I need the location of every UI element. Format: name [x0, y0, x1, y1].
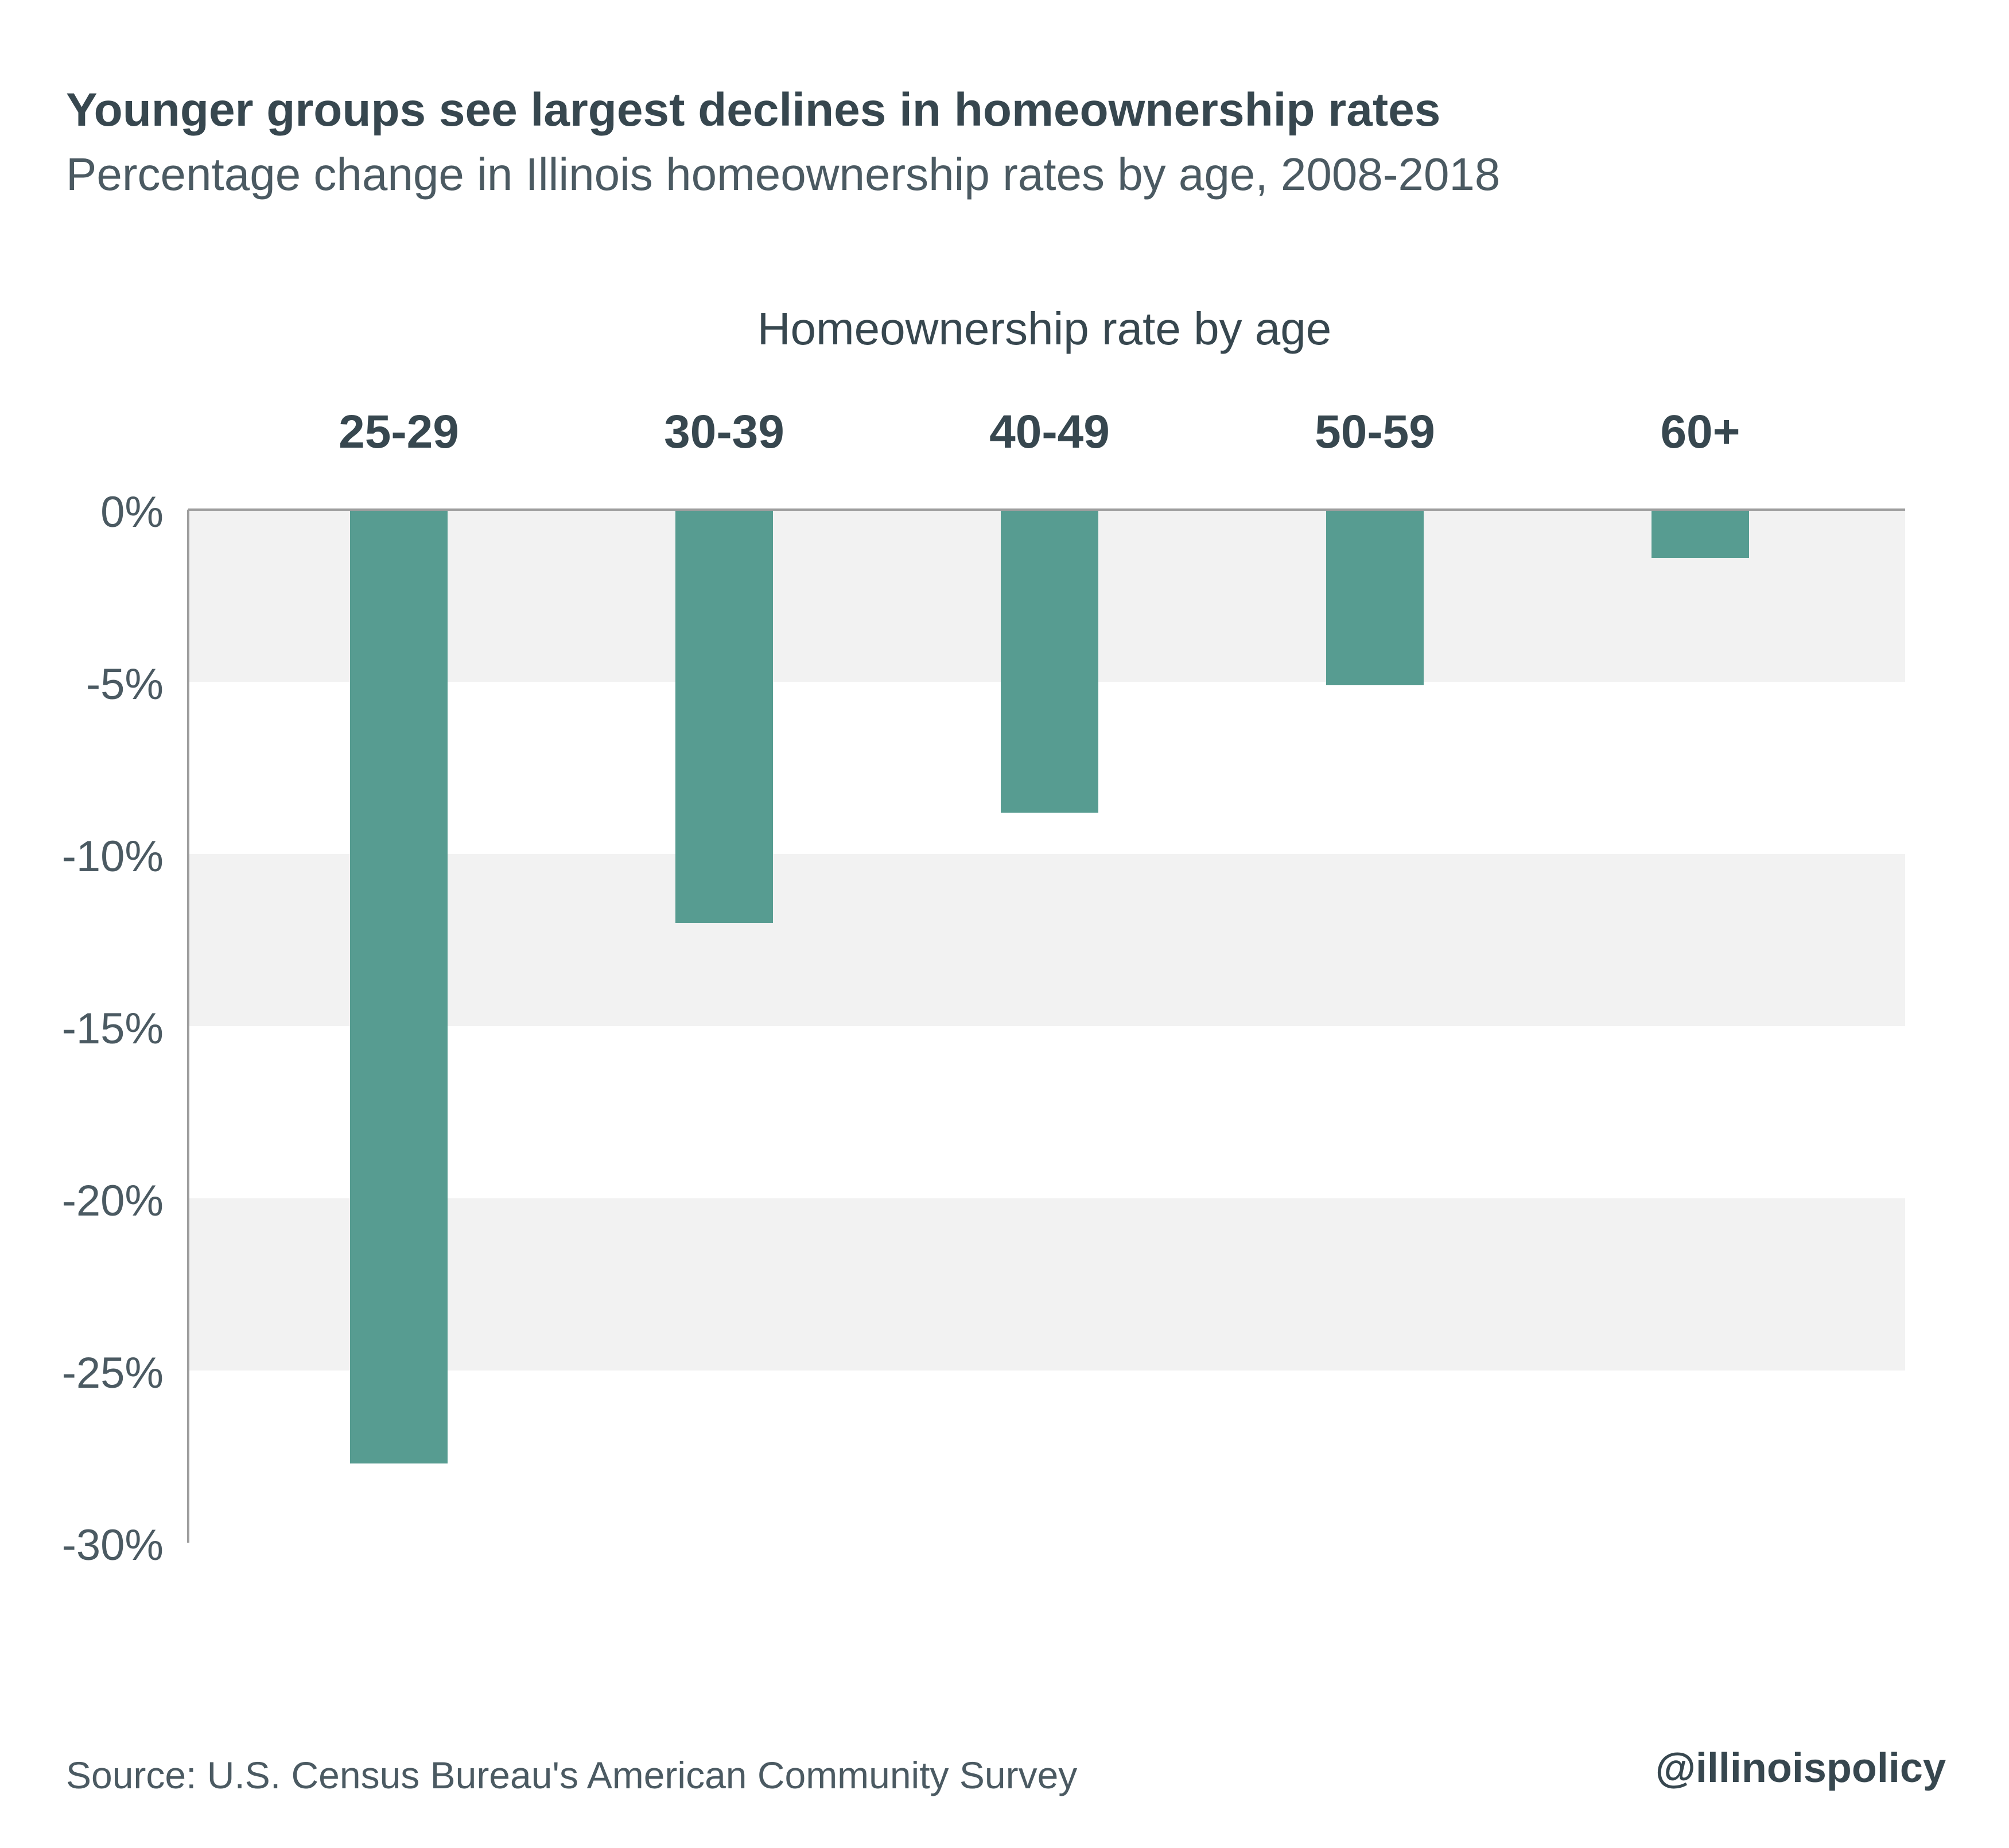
bar-30-39 — [675, 510, 773, 923]
x-tick-label: 40-49 — [989, 406, 1110, 458]
bar-series — [350, 510, 1749, 1463]
x-tick-label: 30-39 — [664, 406, 784, 458]
x-axis-title: Homeownership rate by age — [757, 303, 1332, 354]
y-tick-labels: 0% -5% -10% -15% -20% -25% -30% — [62, 488, 164, 1570]
y-tick-label: -10% — [62, 832, 164, 881]
chart-subtitle: Percentage change in Illinois homeowners… — [66, 149, 1501, 200]
y-tick-label: -25% — [62, 1349, 164, 1397]
y-tick-label: -30% — [62, 1521, 164, 1570]
brand-handle: @illinoispolicy — [1655, 1745, 1946, 1791]
y-tick-label: -5% — [86, 660, 164, 709]
y-tick-label: -15% — [62, 1004, 164, 1053]
grid-band — [188, 854, 1905, 1026]
y-tick-label: -20% — [62, 1177, 164, 1225]
source-note: Source: U.S. Census Bureau's American Co… — [66, 1754, 1078, 1796]
x-tick-label: 60+ — [1660, 406, 1740, 458]
axes — [187, 508, 1905, 1543]
grid-band — [188, 1198, 1905, 1371]
x-tick-labels: 25-29 30-39 40-49 50-59 60+ — [339, 406, 1740, 458]
bar-50-59 — [1326, 510, 1424, 685]
x-tick-label: 25-29 — [339, 406, 459, 458]
bar-60+ — [1652, 510, 1749, 558]
bar-40-49 — [1001, 510, 1098, 813]
chart-title: Younger groups see largest declines in h… — [66, 84, 1441, 136]
grid-bands — [188, 510, 1905, 1371]
y-tick-label: 0% — [100, 488, 164, 537]
x-tick-label: 50-59 — [1315, 406, 1435, 458]
bar-25-29 — [350, 510, 448, 1463]
